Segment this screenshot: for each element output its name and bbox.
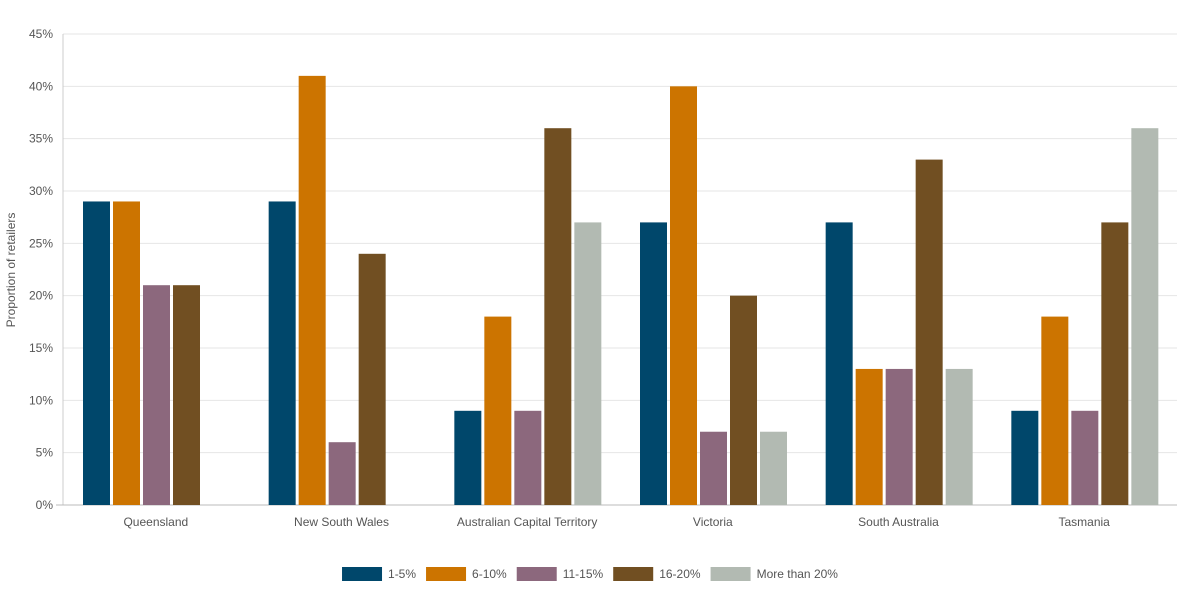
legend: 1-5% 6-10% 11-15% 16-20% More than 20% — [342, 567, 838, 581]
x-category-label: South Australia — [858, 515, 939, 529]
bar-16-20--victoria — [730, 295, 757, 505]
bar-11-15--south-australia — [885, 368, 913, 505]
bar-1-5--south-australia — [825, 222, 853, 505]
axes — [56, 34, 1177, 506]
gridlines — [63, 33, 1177, 454]
y-tick-label: 40% — [29, 79, 53, 93]
y-tick-label: 20% — [29, 289, 53, 303]
bar-6-10--tasmania — [1041, 316, 1069, 505]
bar-6-10--australian-capital-territory — [484, 316, 512, 505]
bar-16-20--queensland — [173, 285, 200, 505]
y-tick-label: 5% — [36, 446, 54, 460]
bar-11-15--victoria — [700, 431, 727, 505]
y-tick-label: 0% — [36, 498, 54, 512]
bar-16-20--new-south-wales — [358, 253, 386, 505]
x-category-label: Queensland — [123, 515, 188, 529]
bar-more-than-20--victoria — [760, 431, 787, 505]
bar-1-5--australian-capital-territory — [454, 410, 482, 505]
bar-6-10--south-australia — [855, 368, 883, 505]
bar-1-5--victoria — [640, 222, 667, 505]
legend-label: 16-20% — [659, 567, 701, 581]
bar-1-5--queensland — [83, 201, 110, 505]
bar-11-15--australian-capital-territory — [514, 410, 542, 505]
legend-swatch — [613, 567, 654, 581]
bar-1-5--new-south-wales — [268, 201, 296, 505]
y-axis-label: Proportion of retailers — [4, 213, 18, 328]
y-tick-label: 30% — [29, 184, 53, 198]
y-tick-label: 10% — [29, 393, 53, 407]
tick-labels: 0% 5% 10% 15% 20% 25% 30% 35% 40% 45% Queensland Ne… — [29, 27, 1110, 529]
legend-label: 11-15% — [563, 567, 604, 581]
bar-6-10--victoria — [670, 86, 697, 505]
bar-6-10--new-south-wales — [298, 75, 326, 505]
bars — [83, 75, 1159, 505]
bar-1-5--tasmania — [1011, 410, 1039, 505]
x-category-label: Tasmania — [1058, 515, 1110, 529]
bar-more-than-20--australian-capital-territory — [574, 222, 602, 505]
legend-label: More than 20% — [757, 567, 839, 581]
x-category-label: Australian Capital Territory — [457, 515, 598, 529]
y-tick-label: 25% — [29, 236, 53, 250]
x-category-label: New South Wales — [294, 515, 389, 529]
y-tick-label: 35% — [29, 132, 53, 146]
y-tick-label: 45% — [29, 27, 53, 41]
bar-more-than-20--tasmania — [1131, 128, 1159, 505]
y-tick-label: 15% — [29, 341, 53, 355]
bar-16-20--australian-capital-territory — [544, 128, 572, 505]
bar-6-10--queensland — [113, 201, 140, 505]
bar-16-20--tasmania — [1101, 222, 1129, 505]
bar-more-than-20--south-australia — [945, 368, 973, 505]
bar-16-20--south-australia — [915, 159, 943, 505]
legend-swatch — [342, 567, 383, 581]
legend-label: 1-5% — [388, 567, 416, 581]
legend-label: 6-10% — [472, 567, 507, 581]
legend-swatch — [426, 567, 467, 581]
bar-11-15--tasmania — [1071, 410, 1099, 505]
legend-swatch — [710, 567, 751, 581]
x-category-label: Victoria — [693, 515, 733, 529]
legend-swatch — [516, 567, 557, 581]
bar-11-15--queensland — [143, 285, 170, 505]
bar-11-15--new-south-wales — [328, 442, 356, 505]
